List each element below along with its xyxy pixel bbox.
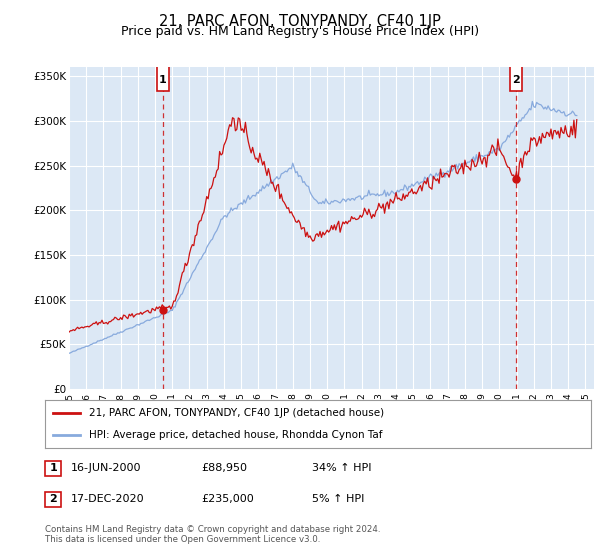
Text: 17-DEC-2020: 17-DEC-2020	[71, 494, 145, 504]
Text: Price paid vs. HM Land Registry's House Price Index (HPI): Price paid vs. HM Land Registry's House …	[121, 25, 479, 38]
Text: HPI: Average price, detached house, Rhondda Cynon Taf: HPI: Average price, detached house, Rhon…	[89, 430, 382, 440]
Text: 16-JUN-2000: 16-JUN-2000	[71, 463, 142, 473]
Text: 21, PARC AFON, TONYPANDY, CF40 1JP: 21, PARC AFON, TONYPANDY, CF40 1JP	[159, 14, 441, 29]
Text: £235,000: £235,000	[201, 494, 254, 504]
Text: 34% ↑ HPI: 34% ↑ HPI	[312, 463, 371, 473]
Text: Contains HM Land Registry data © Crown copyright and database right 2024.
This d: Contains HM Land Registry data © Crown c…	[45, 525, 380, 544]
Text: 1: 1	[49, 463, 57, 473]
FancyBboxPatch shape	[157, 66, 169, 91]
Text: £88,950: £88,950	[201, 463, 247, 473]
Text: 5% ↑ HPI: 5% ↑ HPI	[312, 494, 364, 504]
Text: 21, PARC AFON, TONYPANDY, CF40 1JP (detached house): 21, PARC AFON, TONYPANDY, CF40 1JP (deta…	[89, 408, 384, 418]
Text: 2: 2	[49, 494, 57, 504]
Text: 2: 2	[512, 74, 520, 85]
Text: 1: 1	[159, 74, 167, 85]
FancyBboxPatch shape	[510, 66, 522, 91]
